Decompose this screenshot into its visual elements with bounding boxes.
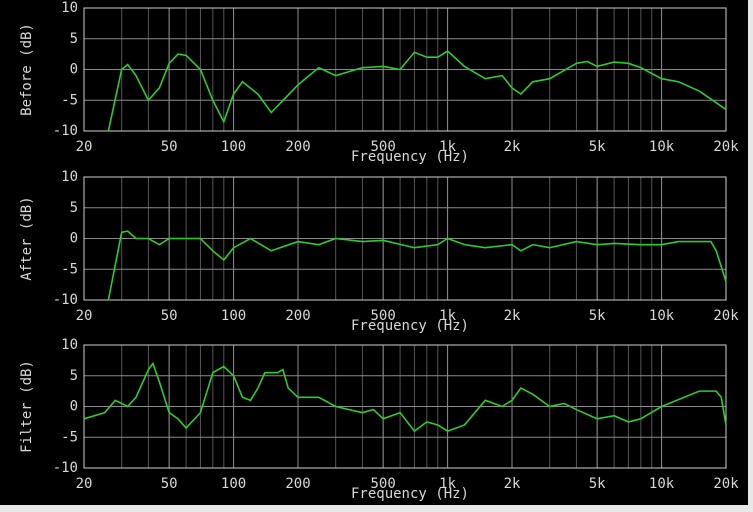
y-tick-label: 10: [61, 337, 78, 353]
x-tick-label: 20k: [713, 139, 739, 155]
y-tick-label: 10: [61, 169, 78, 185]
x-tick-label: 500: [371, 139, 396, 155]
y-tick-label: -5: [61, 92, 78, 108]
y-tick-label: -10: [53, 292, 78, 308]
y-tick-label: -10: [53, 123, 78, 139]
x-tick-label: 500: [371, 308, 396, 324]
y-tick-label: -5: [61, 429, 78, 445]
x-tick-label: 20k: [713, 476, 739, 492]
y-axis-label: After (dB): [19, 196, 35, 280]
x-tick-label: 5k: [589, 476, 606, 492]
x-tick-label: 20: [76, 308, 93, 324]
x-tick-label: 200: [285, 308, 310, 324]
x-tick-label: 100: [221, 308, 246, 324]
y-axis-label: Filter (dB): [19, 360, 35, 453]
x-tick-label: 2k: [504, 308, 521, 324]
background: [0, 0, 748, 505]
x-tick-label: 5k: [589, 139, 606, 155]
x-tick-label: 200: [285, 139, 310, 155]
x-tick-label: 10k: [649, 476, 675, 492]
y-axis-label: Before (dB): [19, 23, 35, 116]
x-tick-label: 2k: [504, 139, 521, 155]
x-tick-label: 20: [76, 139, 93, 155]
curve: [107, 50, 727, 132]
plot-frame: [83, 176, 727, 301]
y-tick-label: 5: [70, 200, 78, 216]
y-tick-label: 0: [70, 62, 78, 78]
x-axis-label: Frequency (Hz): [351, 149, 469, 165]
x-axis-label: Frequency (Hz): [351, 318, 469, 334]
y-tick-label: -10: [53, 460, 78, 476]
y-tick-label: 5: [70, 31, 78, 47]
x-tick-label: 20k: [713, 308, 739, 324]
y-tick-label: 0: [70, 231, 78, 247]
x-tick-label: 100: [221, 476, 246, 492]
x-tick-label: 20: [76, 476, 93, 492]
y-tick-label: 0: [70, 399, 78, 415]
x-tick-label: 10k: [649, 308, 675, 324]
x-tick-label: 500: [371, 476, 396, 492]
curve: [107, 230, 727, 301]
plot-frame: [83, 344, 727, 469]
y-tick-label: 10: [61, 0, 78, 16]
x-tick-label: 1k: [439, 139, 456, 155]
curve: [83, 361, 727, 433]
y-tick-label: 5: [70, 368, 78, 384]
x-tick-label: 50: [161, 476, 178, 492]
x-tick-label: 50: [161, 139, 178, 155]
y-tick-label: -5: [61, 261, 78, 277]
x-tick-label: 10k: [649, 139, 675, 155]
x-tick-label: 1k: [439, 308, 456, 324]
x-tick-label: 50: [161, 308, 178, 324]
x-tick-label: 1k: [439, 476, 456, 492]
x-tick-label: 100: [221, 139, 246, 155]
x-tick-label: 2k: [504, 476, 521, 492]
x-tick-label: 5k: [589, 308, 606, 324]
x-axis-label: Frequency (Hz): [351, 486, 469, 502]
x-tick-label: 200: [285, 476, 310, 492]
plot-frame: [83, 7, 727, 132]
